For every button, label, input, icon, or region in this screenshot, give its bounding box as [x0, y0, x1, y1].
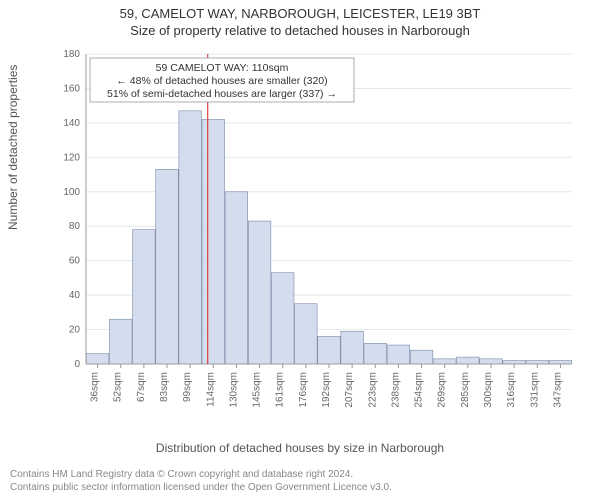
svg-text:67sqm: 67sqm [136, 372, 147, 402]
y-axis-label: Number of detached properties [6, 65, 20, 230]
svg-text:180: 180 [63, 49, 80, 60]
svg-text:300sqm: 300sqm [483, 372, 494, 408]
histogram-bar [86, 354, 109, 364]
svg-text:145sqm: 145sqm [252, 372, 263, 408]
svg-text:52sqm: 52sqm [113, 372, 124, 402]
histogram-bar [503, 361, 526, 364]
svg-text:100: 100 [63, 187, 80, 198]
histogram-bar [295, 304, 318, 364]
footnote-line: Contains HM Land Registry data © Crown c… [10, 469, 590, 482]
histogram-bar [433, 359, 456, 364]
svg-text:80: 80 [69, 221, 81, 232]
svg-text:192sqm: 192sqm [321, 372, 332, 408]
histogram-bar [133, 230, 156, 364]
histogram-bar [364, 343, 387, 364]
svg-text:83sqm: 83sqm [159, 372, 170, 402]
svg-text:← 48% of detached houses are s: ← 48% of detached houses are smaller (32… [116, 75, 327, 87]
histogram-bar [248, 221, 271, 364]
svg-text:285sqm: 285sqm [460, 372, 471, 408]
annotation-box: 59 CAMELOT WAY: 110sqm← 48% of detached … [90, 58, 354, 102]
svg-text:60: 60 [69, 256, 81, 267]
histogram-bar [318, 336, 341, 364]
svg-text:114sqm: 114sqm [205, 372, 216, 407]
svg-text:140: 140 [63, 118, 80, 129]
svg-text:130sqm: 130sqm [228, 372, 239, 408]
histogram-bar [156, 169, 179, 364]
histogram-bar [341, 331, 364, 364]
histogram-bar [457, 357, 480, 364]
svg-text:223sqm: 223sqm [367, 372, 378, 408]
page-subtitle: Size of property relative to detached ho… [0, 23, 600, 40]
chart-area: 0 20 40 60 80 100 120 140 160 180 36sqm 52sqm 67sqm 8… [40, 48, 580, 418]
svg-text:51% of semi-detached houses ar: 51% of semi-detached houses are larger (… [107, 88, 337, 100]
svg-text:254sqm: 254sqm [414, 372, 425, 408]
svg-text:20: 20 [69, 325, 81, 336]
histogram-bar [549, 361, 572, 364]
svg-text:207sqm: 207sqm [344, 372, 355, 408]
svg-text:331sqm: 331sqm [529, 372, 540, 408]
footnote-line: Contains public sector information licen… [10, 482, 590, 495]
footnote: Contains HM Land Registry data © Crown c… [10, 469, 590, 494]
svg-text:269sqm: 269sqm [437, 372, 448, 408]
histogram-bar [179, 111, 202, 364]
svg-text:99sqm: 99sqm [182, 372, 193, 402]
histogram-bar [271, 273, 294, 364]
histogram-bar [526, 361, 549, 364]
svg-text:176sqm: 176sqm [298, 372, 309, 408]
svg-text:238sqm: 238sqm [390, 372, 401, 408]
svg-text:36sqm: 36sqm [90, 372, 101, 402]
x-axis-label: Distribution of detached houses by size … [0, 441, 600, 455]
svg-text:0: 0 [74, 359, 80, 370]
svg-text:120: 120 [63, 152, 80, 163]
svg-text:40: 40 [69, 290, 81, 301]
histogram-bar [480, 359, 503, 364]
histogram-bar [109, 319, 132, 364]
histogram-bar [202, 119, 225, 364]
svg-text:347sqm: 347sqm [552, 372, 563, 408]
svg-text:161sqm: 161sqm [275, 372, 286, 408]
histogram-bar [387, 345, 410, 364]
page-title: 59, CAMELOT WAY, NARBOROUGH, LEICESTER, … [0, 6, 600, 23]
histogram-chart: 0 20 40 60 80 100 120 140 160 180 36sqm 52sqm 67sqm 8… [40, 48, 580, 418]
svg-text:160: 160 [63, 83, 80, 94]
svg-text:316sqm: 316sqm [506, 372, 517, 408]
histogram-bar [410, 350, 433, 364]
histogram-bar [225, 192, 248, 364]
svg-text:59 CAMELOT WAY: 110sqm: 59 CAMELOT WAY: 110sqm [156, 62, 289, 74]
